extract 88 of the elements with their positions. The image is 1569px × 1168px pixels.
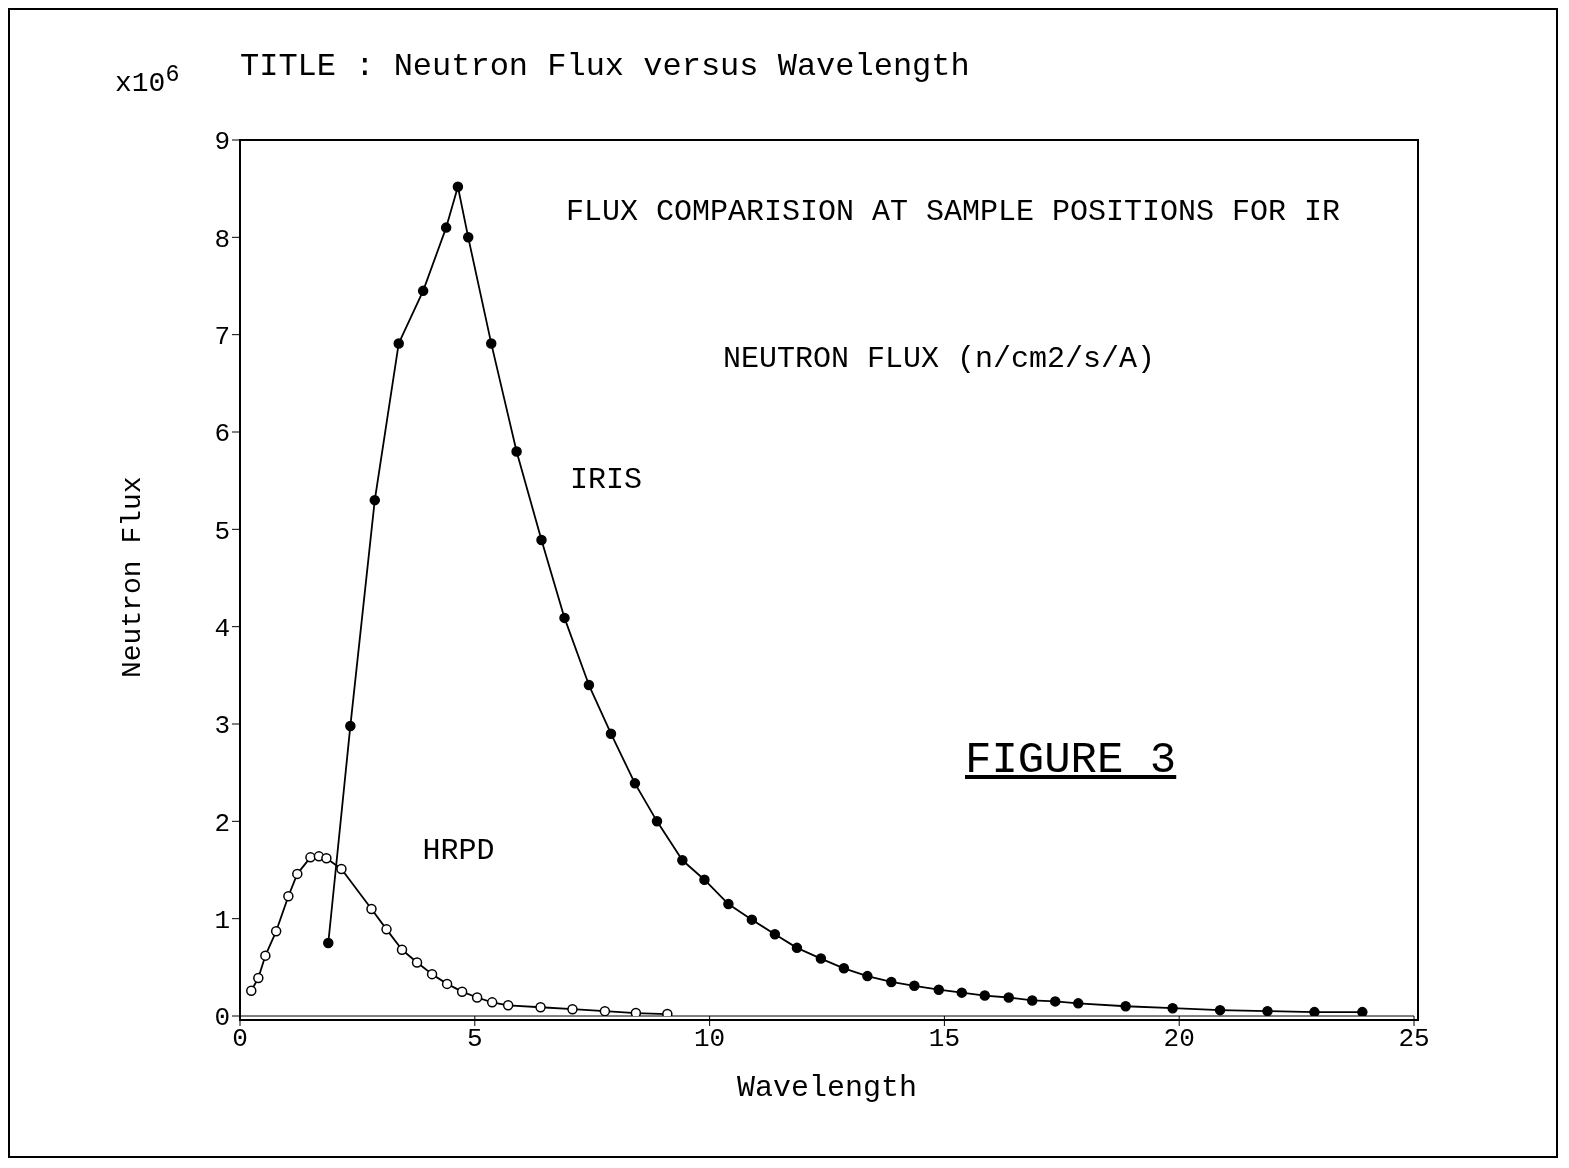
point bbox=[909, 980, 920, 992]
point bbox=[426, 968, 438, 980]
y-axis-title: Neutron Flux bbox=[116, 476, 148, 678]
y-tick-label: 9 bbox=[214, 127, 230, 158]
x-tick-label: 10 bbox=[693, 1024, 726, 1055]
y-tick-label: 4 bbox=[214, 613, 230, 644]
point bbox=[486, 997, 498, 1008]
point bbox=[253, 972, 264, 984]
x-tick-label: 20 bbox=[1163, 1024, 1195, 1055]
point bbox=[536, 534, 547, 546]
point bbox=[417, 285, 429, 297]
point bbox=[599, 1005, 611, 1016]
annotation: FLUX COMPARISION AT SAMPLE POSITIONS FOR IR bbox=[566, 195, 1341, 229]
point bbox=[381, 924, 392, 935]
text: x10$^{6}$ bbox=[115, 62, 180, 100]
point bbox=[1120, 1001, 1131, 1012]
point bbox=[441, 978, 453, 990]
point bbox=[1003, 992, 1014, 1003]
point bbox=[336, 863, 347, 875]
point bbox=[1262, 1005, 1273, 1016]
point bbox=[462, 232, 474, 243]
y-tick-label: 1 bbox=[214, 905, 230, 936]
point bbox=[396, 944, 408, 956]
point bbox=[283, 891, 294, 902]
point bbox=[511, 446, 522, 457]
point bbox=[471, 992, 483, 1003]
chart-title: TITLE : Neutron Flux versus Wavelength bbox=[240, 48, 970, 85]
point bbox=[630, 1007, 642, 1016]
point bbox=[677, 855, 688, 866]
point bbox=[838, 963, 850, 974]
y-tick-label: 5 bbox=[214, 516, 230, 547]
point bbox=[452, 181, 464, 192]
point bbox=[1049, 996, 1061, 1007]
x-tick-label: 25 bbox=[1398, 1024, 1430, 1055]
point bbox=[292, 868, 303, 880]
point bbox=[393, 338, 404, 349]
y-tick-label: 0 bbox=[214, 1003, 230, 1034]
point bbox=[366, 903, 377, 915]
y-tick-label: 8 bbox=[214, 224, 230, 255]
y-tick-label: 3 bbox=[214, 711, 230, 742]
point bbox=[567, 1003, 578, 1015]
x-tick-label: 15 bbox=[928, 1024, 961, 1055]
y-tick-label: 6 bbox=[214, 419, 230, 450]
point bbox=[651, 816, 663, 827]
point bbox=[369, 494, 381, 506]
point bbox=[956, 987, 968, 998]
point bbox=[979, 990, 991, 1001]
point bbox=[629, 778, 641, 789]
point bbox=[1357, 1006, 1368, 1016]
point bbox=[583, 679, 595, 691]
text: HRPD bbox=[422, 833, 495, 868]
point bbox=[502, 1000, 514, 1011]
point bbox=[1309, 1006, 1320, 1016]
point bbox=[815, 953, 827, 964]
point bbox=[535, 1001, 546, 1013]
x-tick-label: 5 bbox=[467, 1024, 483, 1055]
point bbox=[260, 950, 271, 961]
y-tick-label: 7 bbox=[214, 321, 230, 352]
point bbox=[270, 926, 282, 937]
point bbox=[662, 1008, 673, 1016]
point bbox=[605, 728, 617, 739]
point bbox=[321, 853, 332, 864]
point bbox=[440, 222, 452, 233]
point bbox=[305, 852, 316, 863]
point bbox=[246, 985, 257, 996]
annotation: NEUTRON FLUX (n/cm2/s/A) bbox=[723, 342, 1156, 376]
point bbox=[699, 874, 710, 885]
point bbox=[1167, 1002, 1178, 1014]
point bbox=[1072, 998, 1084, 1009]
point bbox=[886, 976, 897, 988]
annotation: FIGURE 3 bbox=[965, 735, 1177, 785]
point bbox=[862, 970, 873, 982]
point bbox=[485, 338, 497, 349]
point bbox=[456, 986, 468, 997]
point bbox=[791, 942, 803, 954]
series-label: IRIS bbox=[570, 462, 643, 497]
point bbox=[769, 928, 781, 940]
point bbox=[345, 720, 356, 732]
point bbox=[723, 898, 734, 910]
x-axis-title: Wavelength bbox=[736, 1071, 918, 1105]
point bbox=[1026, 995, 1038, 1006]
point bbox=[746, 914, 758, 925]
point bbox=[1214, 1004, 1226, 1016]
point bbox=[559, 612, 570, 624]
point bbox=[933, 984, 945, 995]
point bbox=[323, 937, 334, 949]
point bbox=[411, 957, 423, 968]
y-tick-label: 2 bbox=[214, 808, 230, 839]
